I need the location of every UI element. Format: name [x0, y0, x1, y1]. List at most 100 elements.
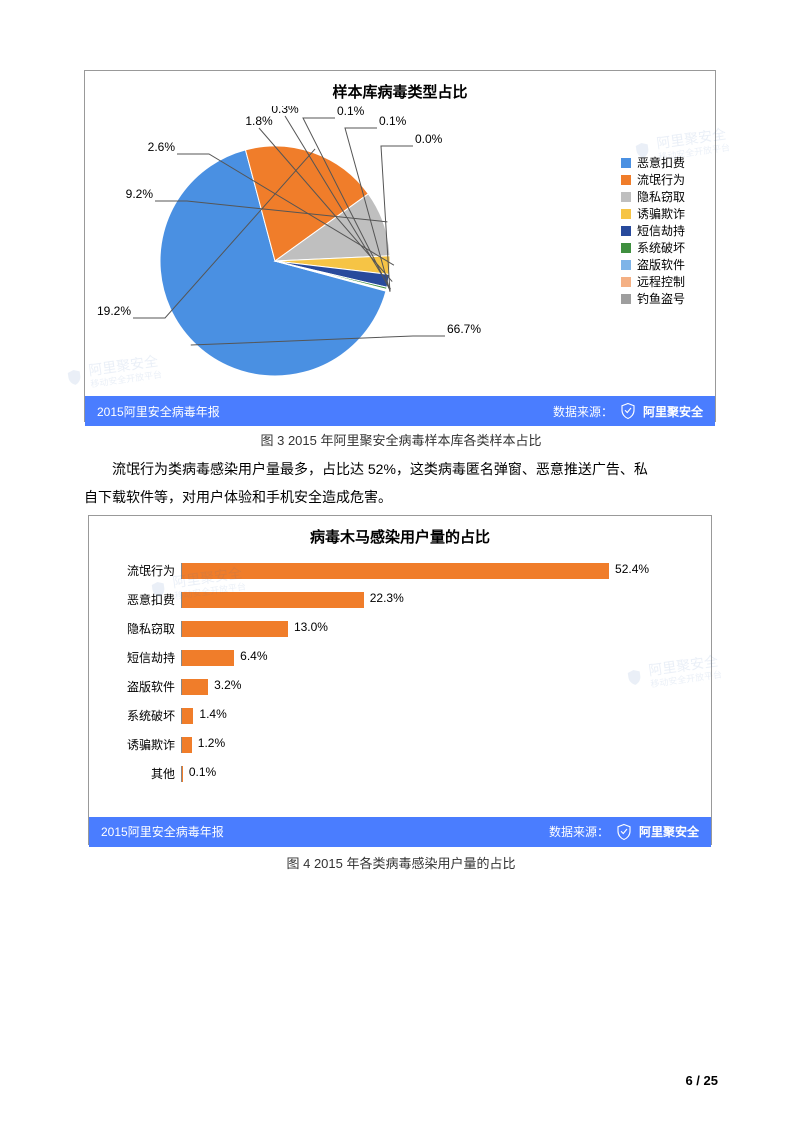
pie-chart-body: 66.7% 19.2% 9.2% 2.6% 1.8%0.3% 0.1% 0.1% 0.0% 恶…	[85, 106, 715, 396]
pie-chart-frame: 样本库病毒类型占比 66.7% 19.2% 9.2% 2.6% 1.8%0.3% 0.1%…	[84, 70, 716, 422]
bar-category: 盗版软件	[103, 678, 181, 695]
bar-value-label: 3.2%	[214, 678, 241, 692]
bar-category: 其他	[103, 765, 181, 782]
pie-slice-label: 19.2%	[97, 304, 131, 318]
bar-track: 1.4%	[181, 708, 671, 724]
bar-row: 恶意扣费22.3%	[103, 587, 671, 613]
pie-slice-label: 66.7%	[447, 322, 481, 336]
shield-icon	[619, 402, 637, 420]
legend-label: 恶意扣费	[637, 157, 685, 169]
legend-label: 盗版软件	[637, 259, 685, 271]
legend-item: 远程控制	[621, 276, 685, 288]
legend-item: 恶意扣费	[621, 157, 685, 169]
legend-swatch	[621, 294, 631, 304]
bar-row: 短信劫持 6.4%	[103, 645, 671, 671]
bar-track: 6.4%	[181, 650, 671, 666]
legend-swatch	[621, 277, 631, 287]
page-number: 6 / 25	[685, 1073, 718, 1088]
legend-item: 诱骗欺诈	[621, 208, 685, 220]
bar-category: 系统破坏	[103, 707, 181, 724]
legend-label: 诱骗欺诈	[637, 208, 685, 220]
legend-item: 隐私窃取	[621, 191, 685, 203]
bar-footer-src-label: 数据来源：	[549, 823, 609, 840]
bar-row: 流氓行为 52.4%	[103, 558, 671, 584]
bar-track: 22.3%	[181, 592, 671, 608]
pie-svg: 66.7% 19.2% 9.2% 2.6% 1.8%0.3% 0.1% 0.1% 0.0%	[85, 106, 485, 396]
bar-row: 盗版软件 3.2%	[103, 674, 671, 700]
bar-category: 流氓行为	[103, 562, 181, 579]
legend-swatch	[621, 192, 631, 202]
legend-swatch	[621, 243, 631, 253]
pie-footer-bar: 2015阿里安全病毒年报 数据来源： 阿里聚安全	[85, 396, 715, 426]
pie-slice-label: 2.6%	[148, 140, 176, 154]
pie-footer-left: 2015阿里安全病毒年报	[97, 403, 220, 420]
bar-fill	[182, 592, 364, 608]
pie-caption: 图 3 2015 年阿里聚安全病毒样本库各类样本占比	[84, 430, 718, 449]
pie-slice-label: 0.3%	[271, 106, 299, 116]
bar-row: 系统破坏 1.4%	[103, 703, 671, 729]
bar-track: 52.4%	[181, 563, 671, 579]
page: 样本库病毒类型占比 66.7% 19.2% 9.2% 2.6% 1.8%0.3% 0.1%…	[0, 0, 802, 1134]
legend-item: 流氓行为	[621, 174, 685, 186]
legend-label: 钓鱼盗号	[637, 293, 685, 305]
legend-item: 钓鱼盗号	[621, 293, 685, 305]
legend-label: 系统破坏	[637, 242, 685, 254]
bar-track: 13.0%	[181, 621, 671, 637]
bar-value-label: 1.4%	[199, 707, 226, 721]
legend-label: 远程控制	[637, 276, 685, 288]
bar-row: 隐私窃取 13.0%	[103, 616, 671, 642]
bar-footer-brand: 阿里聚安全	[639, 823, 699, 840]
bar-fill	[182, 563, 609, 579]
pie-footer-brand: 阿里聚安全	[643, 403, 703, 420]
pie-chart-title: 样本库病毒类型占比	[85, 71, 715, 106]
bar-fill	[182, 621, 288, 637]
bar-track: 0.1%	[181, 766, 671, 782]
bar-fill	[182, 650, 234, 666]
bar-fill	[182, 708, 193, 724]
bar-fill	[182, 679, 208, 695]
paragraph-line1: 流氓行为类病毒感染用户量最多，占比达 52%，这类病毒匿名弹窗、恶意推送广告、私	[84, 457, 718, 483]
legend-swatch	[621, 260, 631, 270]
bar-category: 恶意扣费	[103, 591, 181, 608]
pie-footer-src-label: 数据来源：	[553, 403, 613, 420]
pie-slice-label: 0.1%	[337, 106, 365, 118]
bar-value-label: 13.0%	[294, 620, 328, 634]
bar-value-label: 1.2%	[198, 736, 225, 750]
legend-label: 流氓行为	[637, 174, 685, 186]
pie-slice-label: 1.8%	[245, 114, 273, 128]
bar-footer-left: 2015阿里安全病毒年报	[101, 823, 224, 840]
pie-footer-source: 数据来源： 阿里聚安全	[553, 402, 703, 420]
bar-track: 3.2%	[181, 679, 671, 695]
bar-category: 隐私窃取	[103, 620, 181, 637]
bar-track: 1.2%	[181, 737, 671, 753]
bar-chart-title: 病毒木马感染用户量的占比	[89, 516, 711, 551]
pie-slice-label: 0.0%	[415, 132, 443, 146]
bar-category: 短信劫持	[103, 649, 181, 666]
pie-slice-label: 0.1%	[379, 114, 407, 128]
bar-fill	[182, 737, 192, 753]
shield-icon	[615, 823, 633, 841]
legend-swatch	[621, 158, 631, 168]
bar-fill	[182, 766, 183, 782]
bar-chart-frame: 病毒木马感染用户量的占比 流氓行为52.4%恶意扣费22.3%隐私窃取13.0%…	[88, 515, 712, 845]
bar-value-label: 52.4%	[615, 562, 649, 576]
bar-value-label: 6.4%	[240, 649, 267, 663]
legend-item: 系统破坏	[621, 242, 685, 254]
legend-swatch	[621, 175, 631, 185]
bar-category: 诱骗欺诈	[103, 736, 181, 753]
pie-slice-label: 9.2%	[126, 187, 154, 201]
bar-footer-bar: 2015阿里安全病毒年报 数据来源： 阿里聚安全	[89, 817, 711, 847]
legend-item: 短信劫持	[621, 225, 685, 237]
bar-row: 诱骗欺诈 1.2%	[103, 732, 671, 758]
legend-swatch	[621, 209, 631, 219]
bar-rows: 流氓行为52.4%恶意扣费22.3%隐私窃取13.0%短信劫持6.4%盗版软件3…	[103, 558, 671, 787]
bar-value-label: 0.1%	[189, 765, 216, 779]
watermark-brand: 阿里聚安全	[655, 126, 727, 152]
legend-label: 隐私窃取	[637, 191, 685, 203]
paragraph-line2: 自下载软件等，对用户体验和手机安全造成危害。	[84, 485, 718, 511]
legend-swatch	[621, 226, 631, 236]
bar-chart-body: 流氓行为52.4%恶意扣费22.3%隐私窃取13.0%短信劫持6.4%盗版软件3…	[89, 551, 711, 817]
legend-label: 短信劫持	[637, 225, 685, 237]
pie-legend: 恶意扣费流氓行为隐私窃取诱骗欺诈短信劫持系统破坏盗版软件远程控制钓鱼盗号	[621, 152, 685, 310]
legend-item: 盗版软件	[621, 259, 685, 271]
